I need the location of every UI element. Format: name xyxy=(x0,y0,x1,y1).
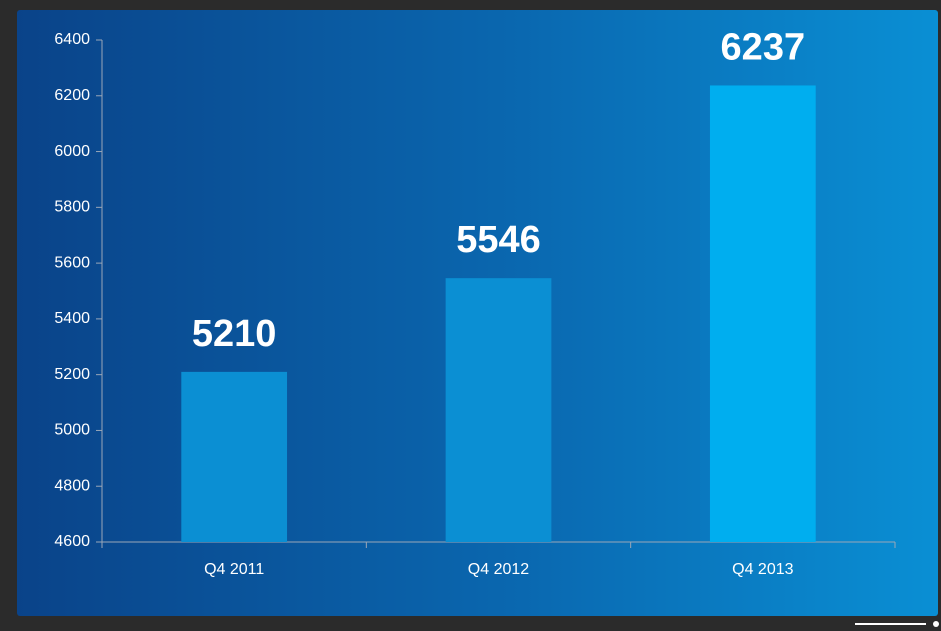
y-tick-label: 5000 xyxy=(54,422,90,439)
y-tick-label: 5800 xyxy=(54,199,90,216)
bar xyxy=(181,371,288,542)
y-tick-label: 5600 xyxy=(54,254,90,271)
y-tick-label: 6000 xyxy=(54,143,90,160)
y-tick-label: 5400 xyxy=(54,310,90,327)
x-tick-label: Q4 2011 xyxy=(204,561,264,578)
data-label: 5546 xyxy=(456,219,541,261)
bar xyxy=(445,278,552,542)
y-tick-label: 6400 xyxy=(54,31,90,48)
y-tick-label: 4600 xyxy=(54,533,90,550)
y-tick-label: 5200 xyxy=(54,366,90,383)
x-tick-label: Q4 2012 xyxy=(468,561,529,578)
y-tick-label: 6200 xyxy=(54,87,90,104)
data-label: 6237 xyxy=(721,26,806,68)
scroll-dot xyxy=(933,621,939,627)
data-label: 5210 xyxy=(192,313,277,355)
x-tick-label: Q4 2013 xyxy=(732,561,793,578)
bar xyxy=(709,85,816,542)
y-tick-label: 4800 xyxy=(54,477,90,494)
